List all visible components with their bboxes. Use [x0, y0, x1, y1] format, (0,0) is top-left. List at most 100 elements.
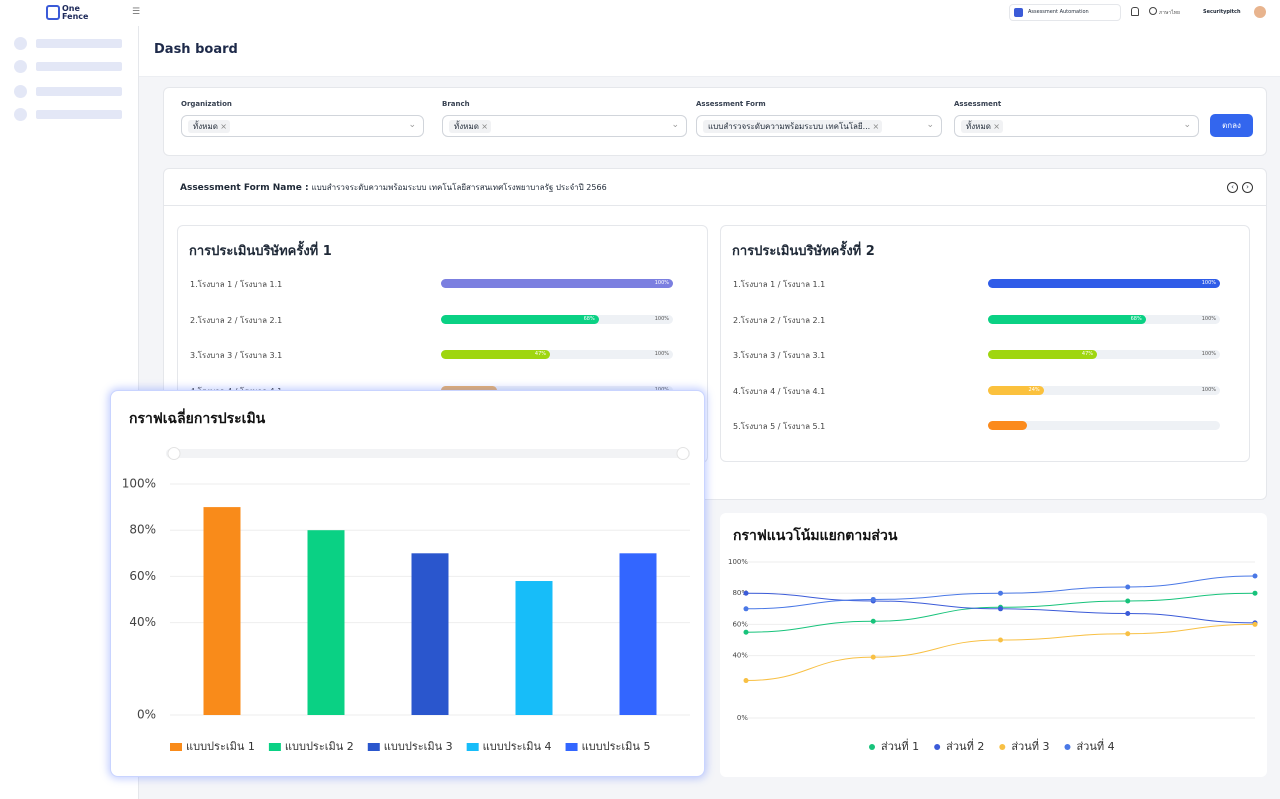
progress-bar: 68% — [988, 314, 1146, 324]
select[interactable]: ทั้งหมด ⌄ — [442, 115, 687, 137]
point — [1125, 598, 1131, 604]
slider-handle[interactable] — [167, 447, 181, 460]
skeleton — [14, 60, 27, 73]
progress-label: 100% — [1201, 280, 1216, 286]
slider-handle[interactable] — [676, 447, 690, 460]
legend-marker — [999, 744, 1006, 750]
chip[interactable]: แบบสำรวจระดับความพร้อมระบบ เทคโนโลยี... — [703, 120, 883, 133]
line — [745, 592, 1256, 633]
point — [1252, 590, 1258, 596]
progress-bar: 100% — [441, 279, 673, 288]
progress-track: 68% 100% — [441, 314, 673, 324]
panel-title: การประเมินบริษัทครั้งที่ 1 — [189, 244, 332, 259]
progress-bar: 68% — [441, 314, 599, 324]
point — [998, 637, 1003, 643]
select[interactable]: ทั้งหมด ⌄ — [954, 115, 1199, 137]
logo-icon — [46, 5, 60, 20]
app-name: Assessment Automation — [1028, 9, 1089, 15]
chip[interactable]: ทั้งหมด — [188, 120, 230, 133]
progress-label: 47% — [1081, 351, 1094, 357]
y-tick-label: 80% — [129, 523, 156, 537]
progress-bar: 47% — [441, 350, 551, 359]
next-button[interactable]: › — [1242, 182, 1253, 193]
bar — [619, 553, 657, 715]
page-header: Dash board — [139, 26, 1280, 77]
select[interactable]: แบบสำรวจระดับความพร้อมระบบ เทคโนโลยี... ⌄ — [696, 115, 942, 137]
divider — [164, 205, 1266, 206]
legend-label: แบบประเมิน 3 — [384, 740, 453, 753]
row-label: 5.โรงบาล 5 / โรงบาล 5.1 — [733, 422, 826, 431]
legend-label: ส่วนที่ 4 — [1076, 738, 1114, 753]
logo-line: Fence — [62, 12, 89, 21]
progress-track — [988, 421, 1220, 430]
y-tick-label: 60% — [129, 569, 156, 583]
row-label: 2.โรงบาล 2 / โรงบาล 2.1 — [190, 315, 283, 325]
y-tick-label: 0% — [137, 708, 156, 722]
progress-track: 100% — [988, 279, 1220, 288]
legend-marker — [934, 744, 941, 750]
progress-label: 47% — [534, 351, 547, 357]
menu-toggle[interactable]: ☰ — [132, 7, 141, 17]
select[interactable]: ทั้งหมด ⌄ — [181, 115, 424, 137]
y-tick-label: 0% — [737, 714, 748, 722]
prev-button[interactable]: ‹ — [1227, 182, 1238, 193]
language[interactable]: ภาษาไทย — [1159, 10, 1180, 16]
point — [743, 606, 749, 612]
filter-label: Assessment Form — [696, 100, 766, 108]
caret: ⌄ — [1183, 120, 1191, 130]
submit-button[interactable]: ตกลง — [1210, 114, 1253, 137]
y-tick-label: 60% — [732, 620, 748, 628]
row-label: 4.โรงบาล 4 / โรงบาล 4.1 — [733, 386, 826, 396]
bar — [203, 507, 241, 715]
legend-swatch — [367, 743, 380, 751]
bar — [411, 553, 449, 715]
filter-bar: Organization ทั้งหมด ⌄ Branch ทั้งหมด ⌄ Assess… — [163, 87, 1267, 156]
caret: ⌄ — [408, 120, 416, 130]
row-label: 2.โรงบาล 2 / โรงบาล 2.1 — [733, 315, 826, 325]
point — [998, 606, 1003, 612]
caret: ⌄ — [671, 120, 679, 130]
point — [1125, 631, 1131, 637]
progress-bar: 47% — [988, 350, 1098, 359]
progress-bar: 24% — [988, 385, 1044, 395]
row-label: 1.โรงบาล 1 / โรงบาล 1.1 — [190, 280, 283, 289]
bar — [307, 530, 345, 715]
app-selector[interactable]: Assessment Automation — [1009, 4, 1121, 21]
notification-bell[interactable] — [1131, 7, 1139, 16]
chip[interactable]: ทั้งหมด — [961, 120, 1003, 133]
panel-title: การประเมินบริษัทครั้งที่ 2 — [732, 244, 875, 259]
skeleton — [14, 37, 27, 50]
line-card — [720, 513, 1267, 777]
legend-marker — [869, 744, 875, 750]
user-name[interactable]: Securitypitch — [1203, 9, 1241, 15]
legend-label: แบบประเมิน 2 — [285, 740, 354, 753]
skeleton — [14, 108, 27, 121]
zoom-slider[interactable] — [166, 449, 690, 458]
form-name-label: Assessment Form Name : — [180, 183, 309, 193]
filter-label: Organization — [181, 100, 232, 108]
progress-track: 47% 100% — [441, 350, 673, 359]
logo-line: One — [62, 4, 80, 13]
legend-label: แบบประเมิน 5 — [582, 740, 651, 753]
chart-title: กราฟแนวโน้มแยกตามส่วน — [733, 526, 898, 544]
y-tick-label: 100% — [728, 558, 748, 566]
chart-title: กราฟเฉลี่ยการประเมิน — [129, 408, 266, 427]
form-name-value: แบบสำรวจระดับความพร้อมระบบ เทคโนโลยีสารส… — [311, 183, 607, 192]
point — [870, 654, 876, 660]
legend-label: แบบประเมิน 1 — [186, 740, 255, 753]
app-icon — [1014, 8, 1023, 17]
y-tick-label: 40% — [129, 615, 156, 629]
caret: ⌄ — [926, 120, 934, 130]
progress-label: 68% — [1130, 315, 1142, 322]
point — [743, 590, 749, 596]
point — [998, 590, 1003, 596]
row-label: 3.โรงบาล 3 / โรงบาล 3.1 — [190, 351, 283, 360]
avatar[interactable] — [1254, 6, 1266, 18]
progress-track: 47% 100% — [988, 350, 1220, 359]
bar — [515, 581, 553, 715]
logo[interactable]: One Fence — [62, 5, 88, 21]
chip[interactable]: ทั้งหมด — [449, 120, 491, 133]
progress-label: 24% — [1028, 386, 1040, 393]
progress-max: 100% — [1201, 351, 1216, 357]
